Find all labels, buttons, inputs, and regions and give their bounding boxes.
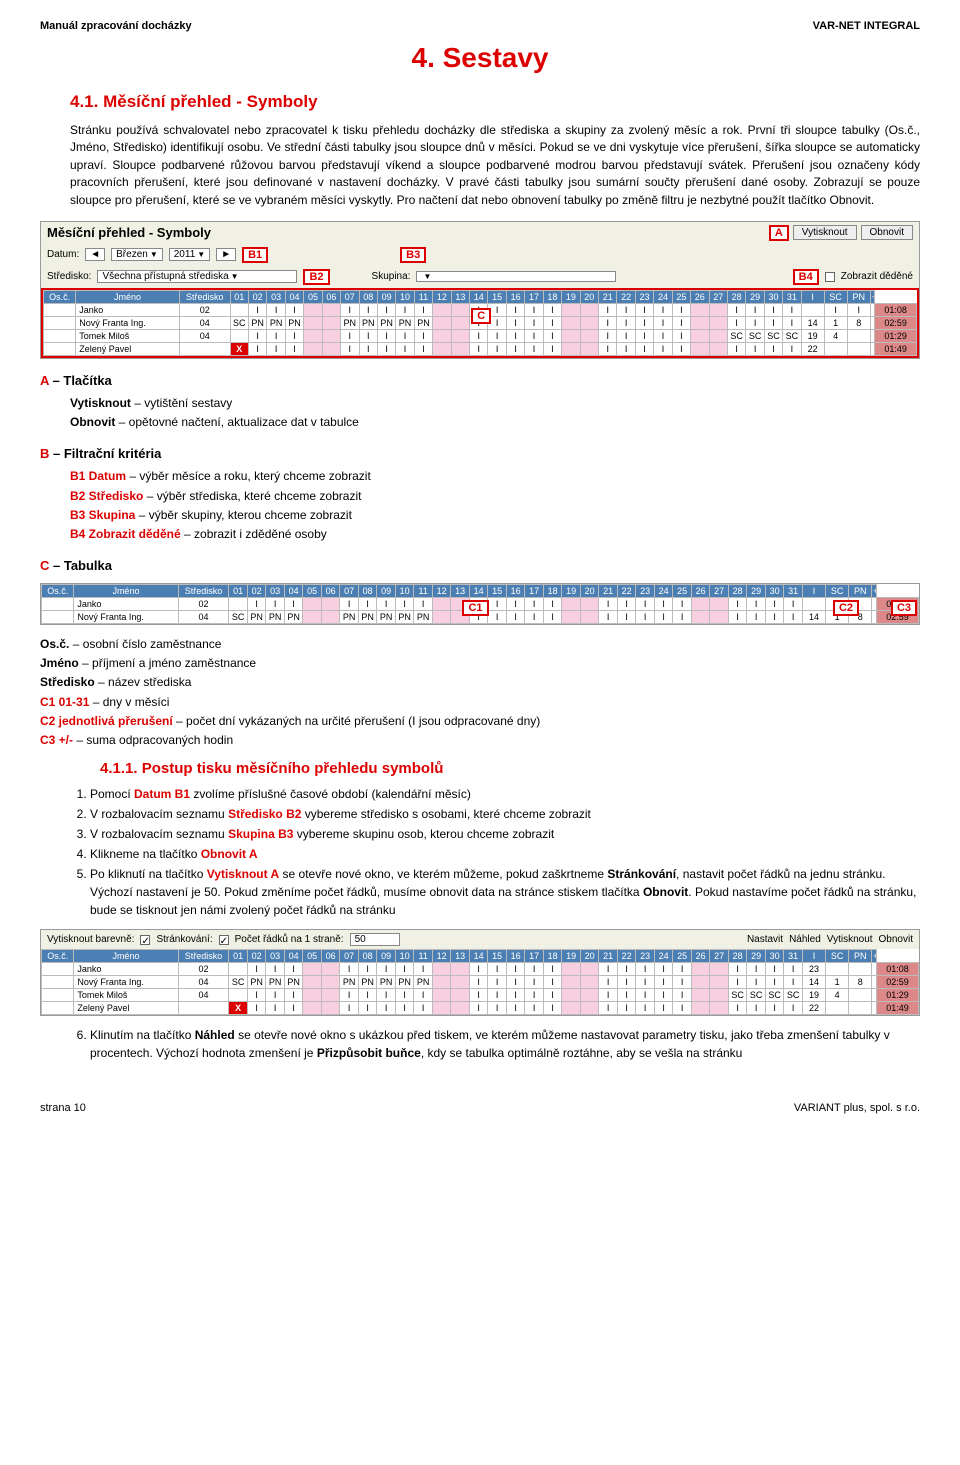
page-header: Manuál zpracování docházky VAR-NET INTEG… [40,20,920,32]
preview-button[interactable]: Náhled [789,934,821,945]
section-a-body: Vytisknout – vytištění sestavy Obnovit –… [70,394,920,432]
header-right: VAR-NET INTEGRAL [813,20,920,32]
page-footer: strana 10 VARIANT plus, spol. s r.o. [40,1102,920,1114]
badge-b4: B4 [793,269,819,285]
step-item: Klikneme na tlačítko Obnovit A [90,845,920,863]
step-item: Po kliknutí na tlačítko Vytisknout A se … [90,865,920,919]
badge-c1: C1 [462,600,488,616]
screenshot-2: Os.č.JménoStředisko010203040506070809101… [40,583,920,625]
shot1-title: Měsíční přehled - Symboly [47,225,211,240]
badge-b2: B2 [303,269,329,285]
color-checkbox[interactable]: ✓ [140,935,150,945]
subheading-4-1: 4.1. Měsíční přehled - Symboly [70,92,920,112]
footer-right: VARIANT plus, spol. s r.o. [794,1102,920,1114]
legend: Os.č. – osobní číslo zaměstnance Jméno –… [40,635,920,750]
step-6: Klinutím na tlačítko Náhled se otevře no… [90,1026,920,1062]
print-button-2[interactable]: Vytisknout [827,934,873,945]
lbl-skupina: Skupina: [372,271,411,282]
section-c-heading: C – Tabulka [40,558,920,573]
arrow-right-icon[interactable]: ► [216,248,236,261]
badge-b3: B3 [400,247,426,263]
inherit-checkbox[interactable] [825,272,835,282]
steps-list-cont: Klinutím na tlačítko Náhled se otevře no… [90,1026,920,1062]
subheading-4-1-1: 4.1.1. Postup tisku měsíčního přehledu s… [100,760,920,777]
month-select[interactable]: Březen▼ [111,248,163,261]
lbl-color: Vytisknout barevně: [47,934,134,945]
rows-input[interactable]: 50 [350,933,400,946]
lbl-paging: Stránkování: [156,934,212,945]
badge-c3: C3 [891,600,917,616]
section-b-body: B1 Datum – výběr měsíce a roku, který ch… [70,467,920,544]
lbl-datum: Datum: [47,249,79,260]
lbl-dedene: Zobrazit děděné [841,271,913,282]
header-left: Manuál zpracování docházky [40,20,192,32]
section-a-heading: A A – Tlačítka– Tlačítka [40,373,920,388]
arrow-left-icon[interactable]: ◄ [85,248,105,261]
stredisko-select[interactable]: Všechna přístupná střediska▼ [97,270,297,283]
section-title: 4. Sestavy [40,42,920,74]
badge-a: A [769,225,789,241]
refresh-button[interactable]: Obnovit [861,225,913,240]
step-item: V rozbalovacím seznamu Středisko B2 vybe… [90,805,920,823]
skupina-select[interactable]: ▼ [416,271,616,282]
step-item: Pomocí Datum B1 zvolíme příslušné časové… [90,785,920,803]
year-select[interactable]: 2011▼ [169,248,210,261]
intro-paragraph: Stránku používá schvalovatel nebo zpraco… [70,122,920,209]
lbl-rows: Počet řádků na 1 straně: [235,934,344,945]
badge-b1: B1 [242,247,268,263]
paging-checkbox[interactable]: ✓ [219,935,229,945]
steps-list: Pomocí Datum B1 zvolíme příslušné časové… [90,785,920,919]
step-item: V rozbalovacím seznamu Skupina B3 vybere… [90,825,920,843]
badge-c: C [471,308,491,324]
set-button[interactable]: Nastavit [747,934,783,945]
footer-left: strana 10 [40,1102,86,1114]
refresh-button-2[interactable]: Obnovit [879,934,913,945]
screenshot-3: Vytisknout barevně: ✓ Stránkování: ✓ Poč… [40,929,920,1016]
lbl-stredisko: Středisko: [47,271,91,282]
section-b-heading: B – Filtrační kritéria [40,446,920,461]
screenshot-1: Měsíční přehled - Symboly A Vytisknout O… [40,221,920,359]
data-grid-3: Os.č.JménoStředisko010203040506070809101… [41,949,919,1015]
badge-c2: C2 [833,600,859,616]
print-button[interactable]: Vytisknout [793,225,857,240]
